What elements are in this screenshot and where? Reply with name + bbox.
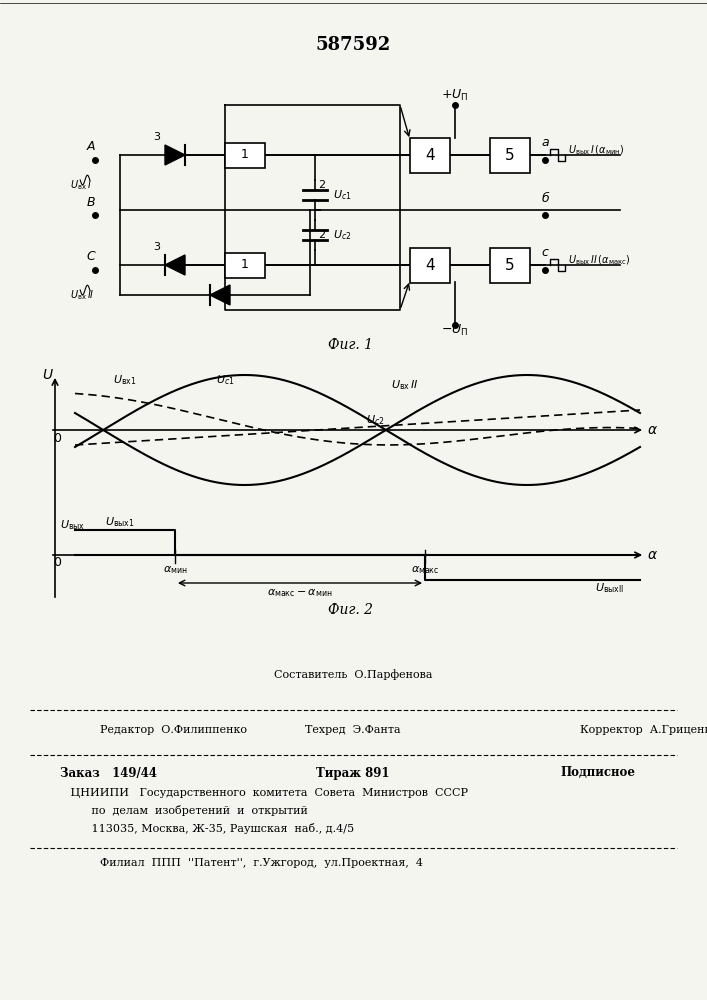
Text: $U_{\rm{вых}II}$: $U_{\rm{вых}II}$ (595, 581, 625, 595)
Bar (410, 137, 450, 172)
Text: $\alpha_{\rm{макс}}$: $\alpha_{\rm{макс}}$ (411, 564, 439, 576)
Text: 2: 2 (318, 230, 325, 240)
Text: 1: 1 (241, 258, 249, 271)
Bar (225, 252, 265, 277)
Text: 0: 0 (53, 432, 61, 444)
Text: ЦНИИПИ   Государственного  комитета  Совета  Министров  СССР: ЦНИИПИ Государственного комитета Совета … (60, 788, 468, 798)
Text: б: б (541, 192, 549, 205)
Text: Редактор  О.Филиппенко: Редактор О.Филиппенко (100, 725, 247, 735)
Text: Подписное: Подписное (560, 766, 635, 780)
Text: Филиал  ППП  ''Патент'',  г.Ужгород,  ул.Проектная,  4: Филиал ППП ''Патент'', г.Ужгород, ул.Про… (100, 858, 423, 868)
Bar (410, 247, 450, 282)
Text: $\alpha_{\rm{мин}}$: $\alpha_{\rm{мин}}$ (163, 564, 187, 576)
Text: Составитель  О.Парфенова: Составитель О.Парфенова (274, 670, 432, 680)
Text: $U_{c2}$: $U_{c2}$ (333, 228, 351, 242)
Text: $U_{\rm{вх}1}$: $U_{\rm{вх}1}$ (113, 373, 136, 387)
Text: 587592: 587592 (315, 36, 391, 54)
Polygon shape (165, 255, 185, 275)
Text: $U_{\rm{вых}}\,I\,(\alpha_{\rm{мин}})$: $U_{\rm{вых}}\,I\,(\alpha_{\rm{мин}})$ (568, 143, 624, 157)
Text: c: c (542, 246, 549, 259)
Text: 3: 3 (153, 242, 160, 252)
Text: Фиг. 1: Фиг. 1 (327, 338, 373, 352)
Text: 3: 3 (153, 132, 160, 142)
Bar (490, 137, 530, 172)
Text: 5: 5 (506, 147, 515, 162)
Text: $U_{c2}$: $U_{c2}$ (366, 413, 385, 427)
Text: по  делам  изобретений  и  открытий: по делам изобретений и открытий (60, 806, 308, 816)
Text: $U_{\rm{вх}}\,II$: $U_{\rm{вх}}\,II$ (391, 378, 419, 392)
Text: $+U_{\Pi}$: $+U_{\Pi}$ (441, 87, 469, 103)
Text: B: B (86, 196, 95, 209)
Text: Фиг. 2: Фиг. 2 (327, 603, 373, 617)
Text: 1: 1 (241, 148, 249, 161)
Text: $\alpha_{\rm{макс}}-\alpha_{\rm{мин}}$: $\alpha_{\rm{макс}}-\alpha_{\rm{мин}}$ (267, 587, 333, 599)
Text: 2: 2 (318, 180, 325, 190)
Text: 0: 0 (53, 556, 61, 570)
Text: Заказ   149/44: Заказ 149/44 (60, 766, 157, 780)
Text: $-U_{\Pi}$: $-U_{\Pi}$ (441, 322, 469, 338)
Text: $U_{\rm{вх}}\,II$: $U_{\rm{вх}}\,II$ (70, 288, 95, 302)
Text: $\alpha$: $\alpha$ (646, 423, 658, 437)
Polygon shape (165, 145, 185, 165)
Text: Техред  Э.Фанта: Техред Э.Фанта (305, 725, 401, 735)
Text: $U_{c1}$: $U_{c1}$ (333, 188, 351, 202)
Text: a: a (541, 136, 549, 149)
Text: $\alpha$: $\alpha$ (646, 548, 658, 562)
Text: $U_{\rm{вых}1}$: $U_{\rm{вых}1}$ (105, 515, 135, 529)
Bar (490, 247, 530, 282)
Text: $U_{\rm{вых}}$: $U_{\rm{вых}}$ (60, 518, 86, 532)
Text: $U_{c1}$: $U_{c1}$ (216, 373, 234, 387)
Text: Тираж 891: Тираж 891 (316, 766, 390, 780)
Text: 5: 5 (506, 257, 515, 272)
Bar (225, 142, 265, 167)
Text: 4: 4 (425, 147, 435, 162)
Text: Корректор  А.Гриценко: Корректор А.Гриценко (580, 725, 707, 735)
Text: $U_{\rm{вых}}\,II\,(\alpha_{\rm{макс}})$: $U_{\rm{вых}}\,II\,(\alpha_{\rm{макс}})$ (568, 253, 631, 267)
Text: U: U (42, 368, 52, 382)
Text: C: C (86, 250, 95, 263)
Polygon shape (210, 285, 230, 305)
Text: $U_{\rm{вх}}\,I$: $U_{\rm{вх}}\,I$ (70, 178, 92, 192)
Text: 4: 4 (425, 257, 435, 272)
Text: A: A (86, 140, 95, 153)
Text: 113035, Москва, Ж-35, Раушская  наб., д.4/5: 113035, Москва, Ж-35, Раушская наб., д.4… (60, 824, 354, 834)
